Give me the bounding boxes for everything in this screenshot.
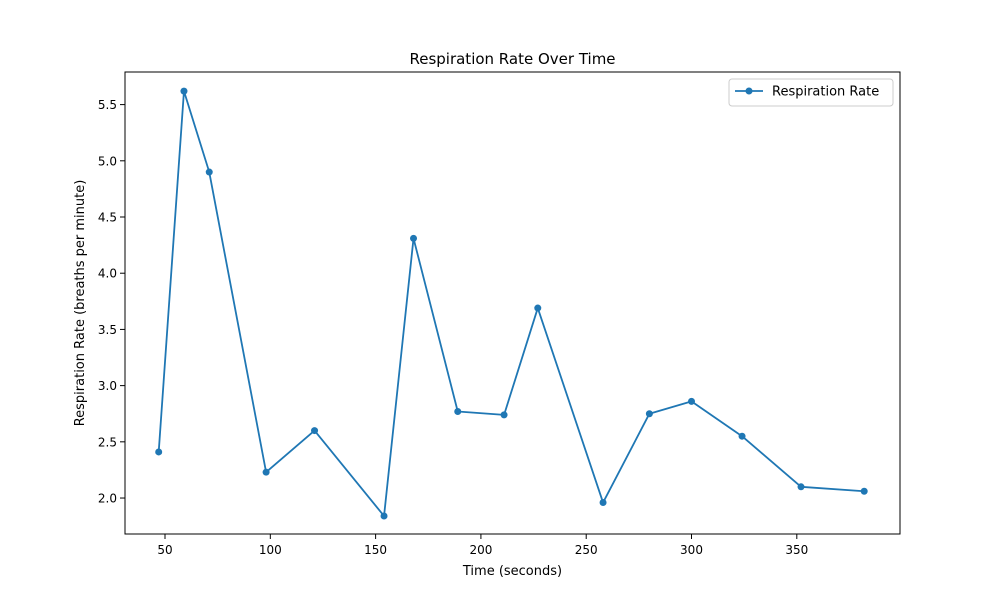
- series-layer: [155, 87, 868, 520]
- y-axis-label: Respiration Rate (breaths per minute): [73, 180, 88, 427]
- x-tick-label: 350: [785, 543, 808, 557]
- data-point: [155, 448, 163, 456]
- x-tick-label: 50: [157, 543, 172, 557]
- y-tick-label: 2.5: [98, 435, 117, 449]
- legend-label: Respiration Rate: [772, 85, 879, 100]
- legend: Respiration Rate: [728, 78, 894, 107]
- data-point: [688, 397, 696, 405]
- chart-title: Respiration Rate Over Time: [409, 50, 615, 68]
- x-axis-ticks: 50 100 150 200 250 300 350: [157, 534, 808, 557]
- data-point: [205, 168, 213, 176]
- legend-marker: [745, 87, 753, 95]
- y-tick-label: 5.5: [98, 98, 117, 112]
- x-tick-label: 100: [259, 543, 282, 557]
- x-tick-label: 150: [364, 543, 387, 557]
- y-tick-label: 4.5: [98, 211, 117, 225]
- legend-box: [728, 78, 894, 107]
- y-tick-label: 4.0: [98, 267, 117, 281]
- x-tick-label: 250: [575, 543, 598, 557]
- x-tick-label: 200: [469, 543, 492, 557]
- plot-area: [124, 71, 901, 535]
- series-line: [157, 90, 865, 517]
- x-tick-label: 300: [680, 543, 703, 557]
- y-tick-label: 3.0: [98, 379, 117, 393]
- data-point: [410, 234, 418, 242]
- data-point: [797, 483, 805, 491]
- y-tick-label: 5.0: [98, 154, 117, 168]
- data-point: [262, 468, 270, 476]
- x-axis-label: Time (seconds): [462, 564, 562, 579]
- data-point: [380, 512, 388, 520]
- data-point: [311, 427, 319, 435]
- data-point: [860, 487, 868, 495]
- data-point: [500, 411, 508, 419]
- y-tick-label: 2.0: [98, 492, 117, 506]
- data-point: [645, 410, 653, 418]
- y-axis-ticks: 2.0 2.5 3.0 3.5 4.0 4.5 5.0 5.5: [98, 98, 125, 506]
- data-point: [454, 407, 462, 415]
- data-point: [599, 499, 607, 507]
- y-tick-label: 3.5: [98, 323, 117, 337]
- data-point: [534, 304, 542, 312]
- data-point: [738, 432, 746, 440]
- data-point: [180, 87, 188, 95]
